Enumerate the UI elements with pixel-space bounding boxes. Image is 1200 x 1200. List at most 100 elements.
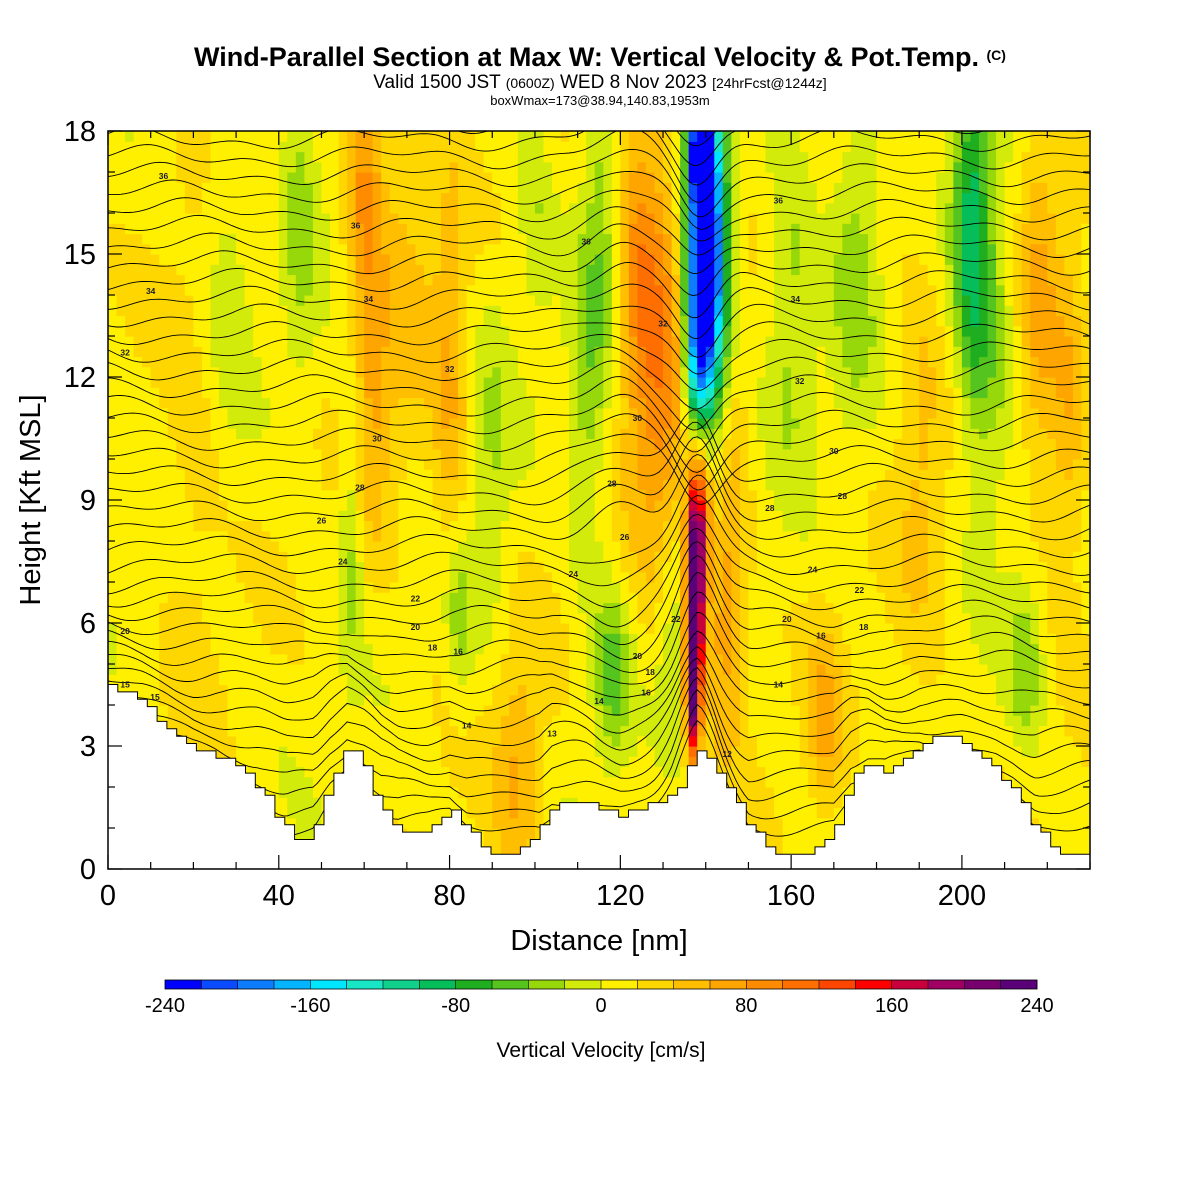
w-cell bbox=[193, 151, 203, 163]
w-cell bbox=[381, 489, 391, 501]
w-cell bbox=[517, 131, 528, 142]
w-cell bbox=[569, 664, 579, 675]
w-cell bbox=[688, 674, 698, 686]
w-cell bbox=[500, 325, 510, 337]
w-cell bbox=[295, 715, 305, 727]
w-cell bbox=[628, 776, 639, 788]
w-cell bbox=[295, 735, 305, 747]
w-cell bbox=[347, 715, 357, 727]
w-cell bbox=[364, 131, 374, 142]
w-cell bbox=[628, 284, 639, 296]
w-cell bbox=[466, 356, 476, 368]
w-cell bbox=[150, 233, 160, 245]
w-cell bbox=[458, 366, 468, 378]
w-cell bbox=[210, 500, 220, 511]
w-cell bbox=[526, 336, 536, 347]
w-cell bbox=[552, 735, 562, 747]
w-cell bbox=[483, 500, 493, 511]
w-cell bbox=[517, 479, 528, 491]
w-cell bbox=[201, 715, 212, 727]
w-cell bbox=[142, 141, 152, 153]
w-cell bbox=[475, 284, 485, 296]
w-cell bbox=[654, 756, 664, 768]
w-cell bbox=[603, 571, 613, 583]
w-cell bbox=[432, 643, 442, 655]
w-cell bbox=[398, 254, 408, 265]
w-cell bbox=[133, 418, 143, 429]
w-cell bbox=[560, 141, 570, 153]
w-cell bbox=[355, 284, 365, 296]
w-cell bbox=[534, 141, 545, 153]
w-cell bbox=[176, 561, 186, 573]
w-cell bbox=[569, 489, 579, 501]
w-cell bbox=[449, 295, 459, 306]
w-cell bbox=[475, 725, 485, 737]
w-cell bbox=[347, 520, 357, 532]
w-cell bbox=[517, 151, 528, 163]
w-cell bbox=[338, 295, 348, 306]
w-cell bbox=[671, 459, 681, 470]
w-cell bbox=[432, 469, 442, 481]
w-cell bbox=[688, 243, 698, 255]
w-cell bbox=[347, 602, 357, 614]
w-cell bbox=[654, 500, 664, 511]
w-cell bbox=[159, 387, 169, 399]
w-cell bbox=[611, 705, 621, 716]
w-cell bbox=[364, 592, 374, 604]
w-cell bbox=[534, 571, 545, 583]
w-cell bbox=[432, 243, 442, 255]
w-cell bbox=[423, 407, 434, 419]
w-cell bbox=[552, 530, 562, 542]
w-cell bbox=[534, 479, 545, 491]
w-cell bbox=[364, 325, 374, 337]
w-cell bbox=[219, 612, 229, 624]
w-cell bbox=[552, 623, 562, 634]
w-cell bbox=[492, 571, 502, 583]
w-cell bbox=[466, 551, 476, 563]
w-cell bbox=[423, 428, 434, 440]
w-cell bbox=[577, 756, 587, 768]
w-cell bbox=[278, 694, 288, 706]
w-cell bbox=[108, 561, 118, 573]
w-cell bbox=[381, 356, 391, 368]
w-cell bbox=[432, 213, 442, 224]
w-cell bbox=[330, 325, 340, 337]
w-cell bbox=[270, 664, 280, 675]
w-cell bbox=[287, 356, 297, 368]
w-cell bbox=[534, 807, 545, 819]
w-cell bbox=[534, 705, 545, 716]
w-cell bbox=[432, 787, 442, 798]
w-cell bbox=[201, 571, 212, 583]
w-cell bbox=[116, 643, 126, 655]
w-cell bbox=[509, 653, 519, 665]
w-cell bbox=[534, 223, 545, 235]
w-cell bbox=[372, 274, 382, 286]
w-cell bbox=[184, 653, 194, 665]
w-cell bbox=[244, 202, 254, 214]
w-cell bbox=[372, 520, 382, 532]
w-cell bbox=[159, 530, 169, 542]
w-cell bbox=[688, 428, 698, 440]
w-cell bbox=[654, 336, 664, 347]
w-cell bbox=[483, 295, 493, 306]
w-cell bbox=[449, 305, 459, 317]
w-cell bbox=[569, 787, 579, 798]
w-cell bbox=[287, 336, 297, 347]
w-cell bbox=[321, 674, 331, 686]
w-cell bbox=[543, 448, 553, 460]
w-cell bbox=[688, 223, 698, 235]
w-cell bbox=[389, 776, 399, 788]
w-cell bbox=[381, 715, 391, 727]
w-cell bbox=[116, 561, 126, 573]
w-cell bbox=[611, 438, 621, 450]
w-cell bbox=[603, 172, 613, 183]
w-cell bbox=[569, 541, 579, 552]
w-cell bbox=[466, 705, 476, 716]
w-cell bbox=[167, 172, 177, 183]
w-cell bbox=[210, 653, 220, 665]
w-cell bbox=[398, 305, 408, 317]
w-cell bbox=[321, 182, 331, 194]
w-cell bbox=[483, 274, 493, 286]
w-cell bbox=[449, 315, 459, 327]
w-cell bbox=[586, 612, 596, 624]
